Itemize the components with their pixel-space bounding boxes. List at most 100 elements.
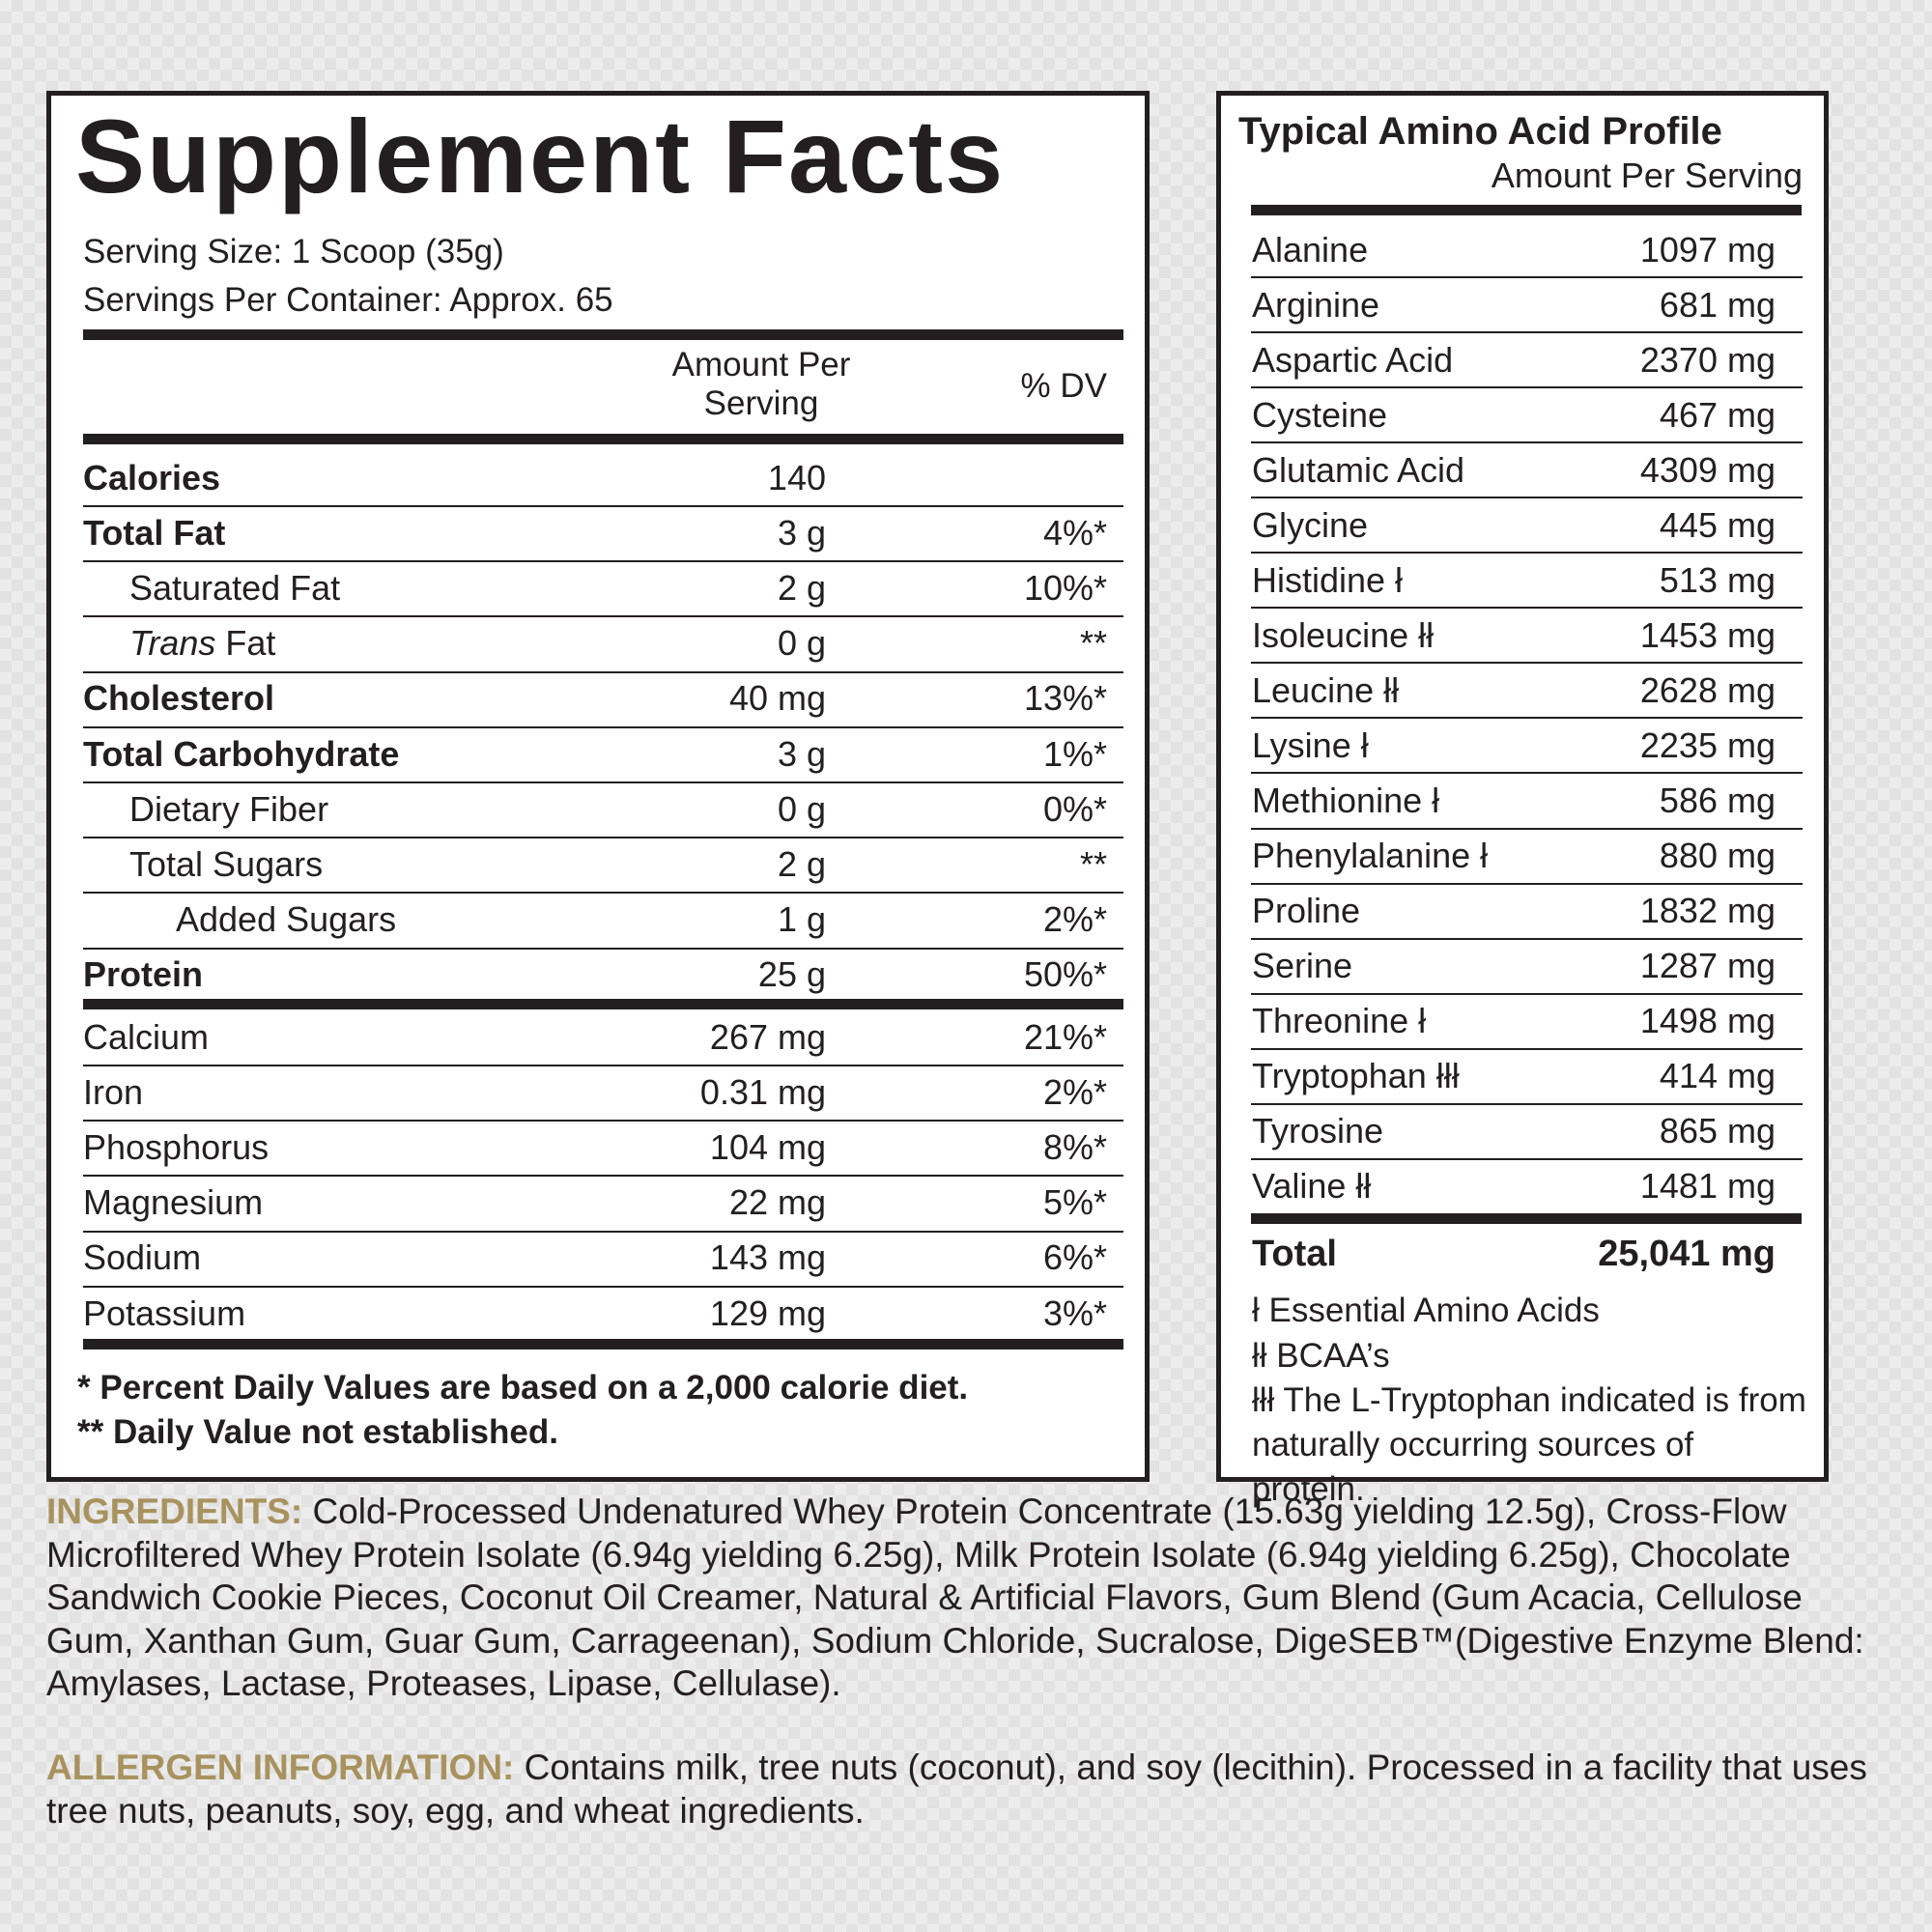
nutrient-dv: ** bbox=[1079, 844, 1107, 884]
rule bbox=[1251, 386, 1803, 389]
rule bbox=[1251, 497, 1803, 499]
amino-name: Valine łł bbox=[1252, 1166, 1372, 1207]
amino-acid-panel bbox=[1216, 91, 1829, 1482]
ingredients: INGREDIENTS: Cold-Processed Undenatured … bbox=[46, 1491, 1882, 1706]
amino-total-label: Total bbox=[1252, 1234, 1337, 1275]
nutrient-name: Calcium bbox=[83, 1016, 210, 1057]
nutrient-amount: 1 g bbox=[777, 899, 826, 940]
rule bbox=[83, 1338, 1123, 1350]
supplement-facts-panel bbox=[46, 91, 1150, 1482]
amino-name: Lysine ł bbox=[1252, 725, 1369, 766]
rule bbox=[1251, 331, 1803, 334]
amino-name: Proline bbox=[1252, 891, 1361, 931]
amino-name: Phenylalanine ł bbox=[1252, 836, 1489, 876]
nutrient-amount: 267 mg bbox=[709, 1016, 826, 1057]
rule bbox=[83, 615, 1123, 618]
nutrient-amount: 3 g bbox=[777, 512, 826, 553]
rule bbox=[1251, 827, 1803, 830]
rule bbox=[83, 947, 1123, 950]
nutrient-amount: 40 mg bbox=[728, 678, 826, 719]
rule bbox=[1251, 662, 1803, 665]
nutrient-name: Sodium bbox=[83, 1237, 202, 1278]
amino-amount: 2370 mg bbox=[1639, 339, 1776, 380]
rule bbox=[1251, 1047, 1803, 1050]
nutrient-amount: 104 mg bbox=[709, 1127, 826, 1167]
nutrient-name: Total Fat bbox=[83, 512, 226, 553]
rule bbox=[83, 998, 1123, 1009]
nutrient-amount: 140 bbox=[767, 457, 826, 497]
ingredients-text: Cold-Processed Undenatured Whey Protein … bbox=[46, 1492, 1864, 1704]
amino-name: Glycine bbox=[1252, 504, 1369, 545]
rule bbox=[83, 781, 1123, 783]
nutrient-name-part: Fat bbox=[225, 623, 276, 664]
amino-footnote: łł BCAA’s bbox=[1252, 1336, 1390, 1375]
nutrient-dv: 2%* bbox=[1042, 1071, 1107, 1112]
nutrient-name-part: Trans bbox=[129, 623, 216, 664]
amino-amount: 2235 mg bbox=[1639, 725, 1776, 766]
amino-amount: 445 mg bbox=[1659, 504, 1776, 545]
nutrient-dv: ** bbox=[1079, 623, 1107, 664]
amino-amount: 681 mg bbox=[1659, 284, 1776, 325]
nutrient-dv: 8%* bbox=[1042, 1127, 1107, 1167]
rule bbox=[83, 1065, 1123, 1066]
amino-name: Isoleucine łł bbox=[1252, 614, 1435, 655]
nutrient-name: Total Sugars bbox=[129, 844, 324, 884]
amino-amount: 1453 mg bbox=[1639, 614, 1776, 655]
amino-amount: 586 mg bbox=[1659, 781, 1776, 821]
amino-name: Methionine ł bbox=[1252, 781, 1440, 821]
nutrient-amount: 0.31 mg bbox=[699, 1071, 826, 1112]
footnote: * Percent Daily Values are based on a 2,… bbox=[77, 1369, 969, 1407]
nutrient-dv: 4%* bbox=[1042, 512, 1107, 553]
nutrient-name: Dietary Fiber bbox=[129, 788, 329, 829]
rule bbox=[1251, 607, 1803, 610]
rule bbox=[83, 1285, 1123, 1288]
amino-amount: 414 mg bbox=[1659, 1056, 1776, 1096]
nutrient-name: Phosphorus bbox=[83, 1127, 270, 1167]
ingredients-label: INGREDIENTS: bbox=[46, 1492, 303, 1531]
nutrient-dv: 6%* bbox=[1042, 1237, 1107, 1278]
rule bbox=[83, 892, 1123, 895]
rule bbox=[1251, 441, 1803, 444]
rule bbox=[83, 670, 1123, 673]
servings-per-container: Servings Per Container: Approx. 65 bbox=[83, 281, 613, 320]
nutrient-name: Total Carbohydrate bbox=[83, 733, 400, 774]
nutrient-amount: 0 g bbox=[777, 788, 826, 829]
amino-title: Typical Amino Acid Profile bbox=[1238, 110, 1722, 153]
amino-name: Glutamic Acid bbox=[1252, 449, 1465, 490]
amino-amount: 1498 mg bbox=[1639, 1001, 1776, 1041]
nutrient-dv: 2%* bbox=[1042, 899, 1107, 940]
nutrient-name: Saturated Fat bbox=[129, 568, 341, 608]
nutrient-dv: 50%* bbox=[1023, 954, 1107, 995]
rule bbox=[1251, 772, 1803, 775]
amino-amount: 1287 mg bbox=[1639, 946, 1776, 986]
amino-name: Tyrosine bbox=[1252, 1111, 1384, 1151]
nutrient-dv: 1%* bbox=[1042, 733, 1107, 774]
amino-name: Serine bbox=[1252, 946, 1353, 986]
nutrient-name: Magnesium bbox=[83, 1182, 264, 1223]
nutrient-dv: 5%* bbox=[1042, 1182, 1107, 1223]
nutrient-amount: 25 g bbox=[757, 954, 826, 995]
rule bbox=[83, 560, 1123, 563]
amino-amount: 880 mg bbox=[1659, 836, 1776, 876]
rule bbox=[1251, 1157, 1803, 1160]
footnote: ** Daily Value not established. bbox=[77, 1413, 558, 1452]
rule bbox=[1251, 717, 1803, 720]
nutrient-dv: 13%* bbox=[1023, 678, 1107, 719]
nutrient-dv: 10%* bbox=[1023, 568, 1107, 608]
amino-name: Alanine bbox=[1252, 229, 1369, 270]
amino-name: Cysteine bbox=[1252, 394, 1388, 435]
rule bbox=[83, 505, 1123, 507]
amino-amount: 2628 mg bbox=[1639, 670, 1776, 710]
amino-name: Threonine ł bbox=[1252, 1001, 1427, 1041]
nutrient-name: Protein bbox=[83, 954, 204, 995]
amino-subtitle: Amount Per Serving bbox=[1491, 155, 1803, 195]
nutrient-name: Iron bbox=[83, 1071, 144, 1112]
nutrient-amount: 143 mg bbox=[709, 1237, 826, 1278]
rule bbox=[1251, 992, 1803, 995]
nutrient-name: Calories bbox=[83, 457, 221, 497]
title: Supplement Facts bbox=[75, 97, 1006, 214]
rule bbox=[1251, 276, 1803, 278]
nutrient-amount: 2 g bbox=[777, 568, 826, 608]
nutrient-amount: 0 g bbox=[777, 623, 826, 664]
